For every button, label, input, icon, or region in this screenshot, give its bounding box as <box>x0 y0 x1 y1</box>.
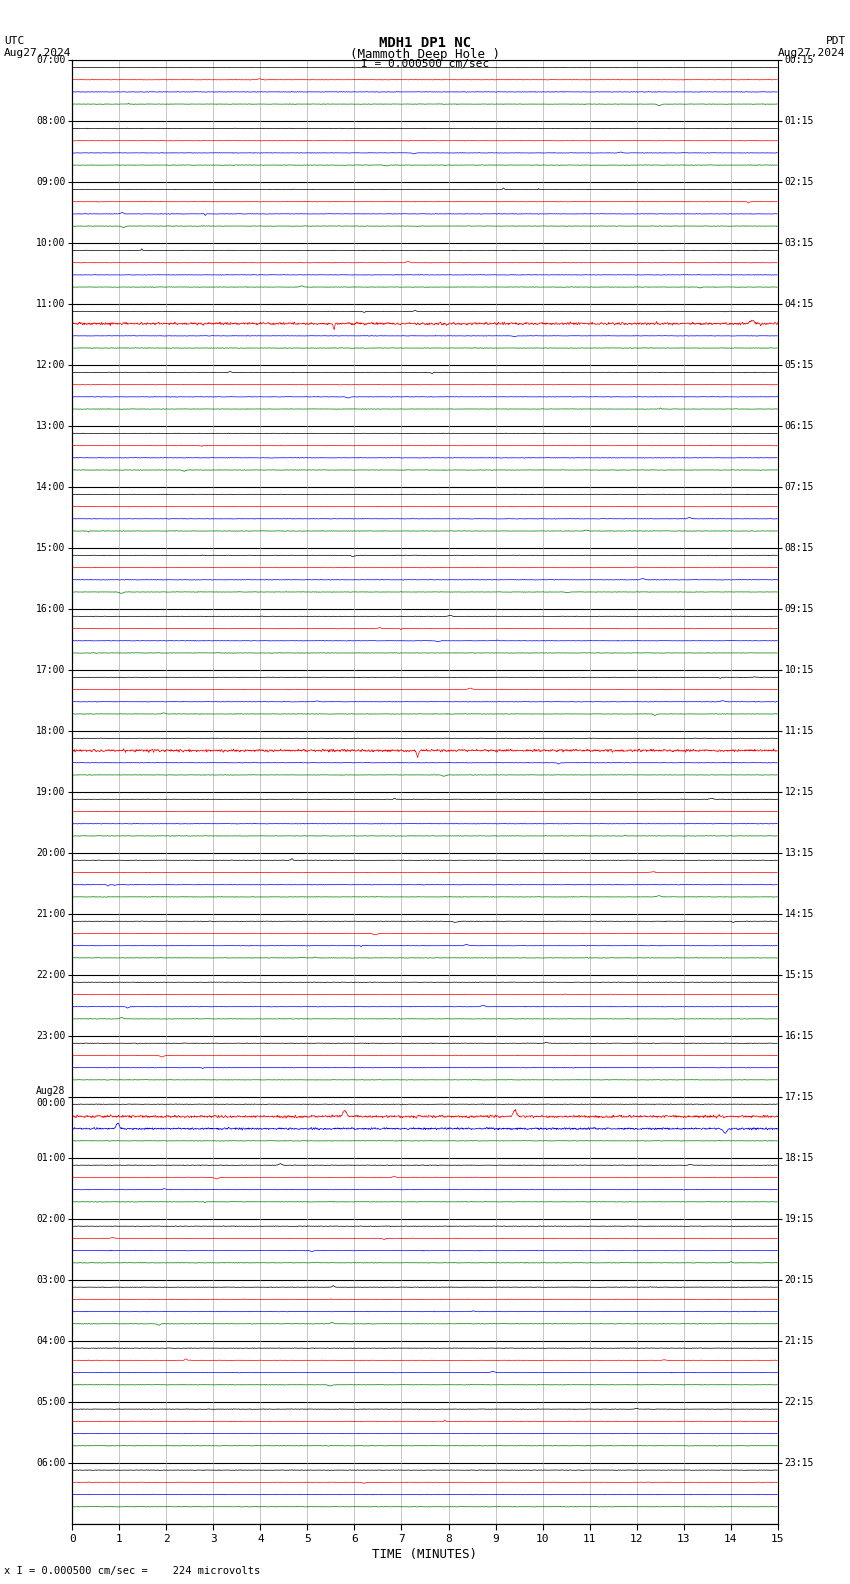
Text: I = 0.000500 cm/sec: I = 0.000500 cm/sec <box>361 59 489 68</box>
Text: (Mammoth Deep Hole ): (Mammoth Deep Hole ) <box>350 48 500 60</box>
X-axis label: TIME (MINUTES): TIME (MINUTES) <box>372 1549 478 1562</box>
Text: x I = 0.000500 cm/sec =    224 microvolts: x I = 0.000500 cm/sec = 224 microvolts <box>4 1567 260 1576</box>
Text: UTC: UTC <box>4 35 25 46</box>
Text: Aug27,2024: Aug27,2024 <box>4 48 71 57</box>
Text: MDH1 DP1 NC: MDH1 DP1 NC <box>379 35 471 49</box>
Text: Aug27,2024: Aug27,2024 <box>779 48 846 57</box>
Text: PDT: PDT <box>825 35 846 46</box>
